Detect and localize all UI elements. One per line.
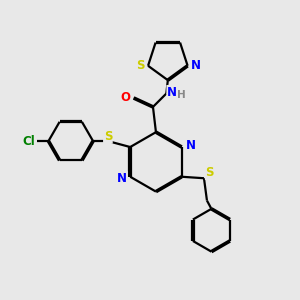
Text: S: S xyxy=(104,130,112,143)
Text: S: S xyxy=(136,59,145,72)
Text: O: O xyxy=(121,92,131,104)
Text: N: N xyxy=(117,172,127,185)
Text: Cl: Cl xyxy=(22,135,35,148)
Text: N: N xyxy=(186,139,196,152)
Text: H: H xyxy=(177,90,185,100)
Text: S: S xyxy=(206,167,214,179)
Text: N: N xyxy=(167,85,177,98)
Text: N: N xyxy=(191,59,201,72)
